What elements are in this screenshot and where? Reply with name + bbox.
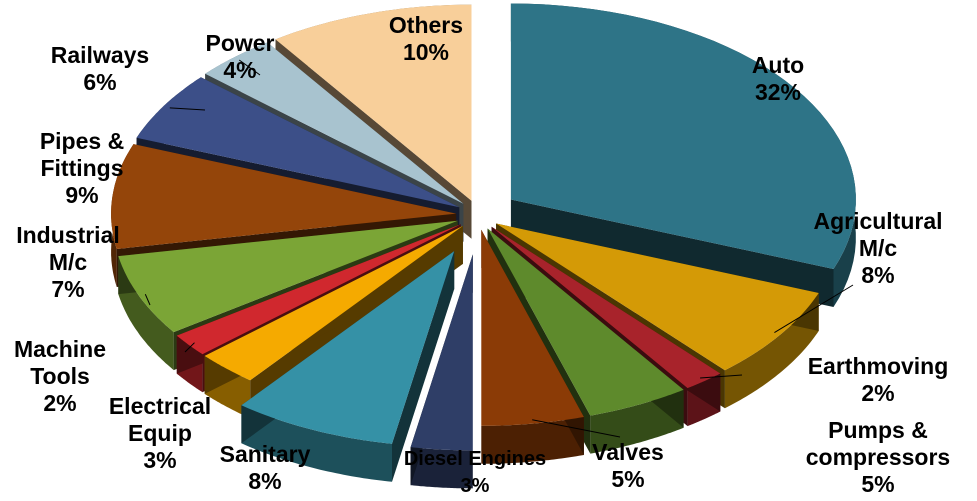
- leader-line-railways: [169, 107, 206, 111]
- slice-percent: 5%: [861, 471, 894, 497]
- slice-top: [204, 225, 463, 381]
- slice-percent: 7%: [51, 276, 84, 302]
- slice-label: Electrical: [109, 393, 211, 419]
- leader-line-industrial-m-c: [144, 294, 151, 306]
- slice-percent: 10%: [403, 39, 449, 65]
- data-label-electrical-equip: Electrical Equip 3%: [109, 393, 211, 473]
- slice-top: [496, 223, 819, 371]
- leader-line-power: [238, 59, 261, 76]
- data-label-pumps-compressors: Pumps & compressors 5%: [806, 417, 950, 497]
- data-label-valves: Valves 5%: [592, 439, 664, 492]
- slice-label: Tools: [30, 363, 90, 389]
- slice-percent: 2%: [861, 380, 894, 406]
- data-label-others: Others 10%: [389, 12, 463, 65]
- slice-percent: 8%: [248, 468, 281, 494]
- data-label-diesel-engines: Diesel Engines 3%: [404, 448, 546, 497]
- slice-label: Machine: [14, 336, 106, 362]
- slice-top: [111, 144, 457, 249]
- slice-label: compressors: [806, 444, 950, 470]
- slice-top: [491, 226, 721, 389]
- slice-percent: 2%: [43, 390, 76, 416]
- labels-layer: Auto 32%Agricultural M/c 8%Earthmoving 2%Pum…: [14, 12, 950, 497]
- data-label-auto: Auto 32%: [752, 52, 804, 105]
- slice-label: Railways: [51, 42, 149, 68]
- slice-top: [481, 229, 584, 426]
- slice-percent: 3%: [461, 475, 490, 497]
- slice-label: Equip: [128, 420, 192, 446]
- slice-percent: 32%: [755, 79, 801, 105]
- slice-percent: 6%: [83, 69, 116, 95]
- leader-lines: [144, 59, 854, 438]
- slice-top: [205, 42, 464, 204]
- slice-label: Sanitary: [220, 441, 311, 467]
- slice-top: [176, 224, 461, 355]
- slice-label: M/c: [49, 249, 88, 275]
- slice-top: [487, 228, 684, 416]
- leader-line-agricultural-m-c: [774, 284, 854, 334]
- leader-line-earthmoving: [700, 374, 743, 379]
- slice-side: [241, 405, 392, 482]
- slice-label: Pumps &: [828, 417, 928, 443]
- slice-top: [118, 220, 458, 333]
- leader-line-valves: [532, 419, 621, 438]
- slice-side: [481, 417, 584, 464]
- data-label-machine-tools: Machine Tools 2%: [14, 336, 106, 416]
- slice-top: [510, 3, 856, 269]
- slices-layer: [111, 3, 856, 489]
- pie-slice-sanitary: [241, 251, 455, 482]
- slice-side: [118, 256, 174, 371]
- slice-label: Earthmoving: [808, 353, 949, 379]
- slice-percent: 5%: [611, 466, 644, 492]
- slice-cut-face: [392, 251, 455, 482]
- slice-percent: 4%: [223, 57, 256, 83]
- data-label-railways: Railways 6%: [51, 42, 149, 95]
- data-label-earthmoving: Earthmoving 2%: [808, 353, 949, 406]
- data-label-sanitary: Sanitary 8%: [220, 441, 311, 494]
- slice-label: Industrial: [16, 222, 120, 248]
- slice-top: [410, 254, 473, 451]
- slice-label: Fittings: [40, 155, 123, 181]
- data-label-industrial-m-c: Industrial M/c 7%: [16, 222, 120, 302]
- slice-label: Others: [389, 12, 463, 38]
- slice-side: [410, 447, 473, 489]
- slice-percent: 3%: [143, 447, 176, 473]
- slice-label: Pipes &: [40, 128, 124, 154]
- slice-percent: 9%: [65, 182, 98, 208]
- slice-label: Auto: [752, 52, 804, 78]
- leader-line-machine-tools: [184, 342, 195, 353]
- slice-label: Power: [205, 30, 274, 56]
- slice-label: Agricultural: [813, 208, 942, 234]
- slice-label: Valves: [592, 439, 664, 465]
- slice-top: [136, 77, 460, 208]
- slice-label: Diesel Engines: [404, 448, 546, 470]
- pie-slice-diesel-engines: [410, 254, 473, 489]
- slice-top: [275, 4, 472, 201]
- data-label-pipes-fittings: Pipes & Fittings 9%: [40, 128, 124, 208]
- data-label-power: Power 4%: [205, 30, 274, 83]
- data-label-agricultural-m-c: Agricultural M/c 8%: [813, 208, 942, 288]
- pie-slice-valves: [481, 229, 584, 464]
- slice-top: [241, 251, 455, 444]
- slice-label: M/c: [859, 235, 898, 261]
- slice-percent: 8%: [861, 262, 894, 288]
